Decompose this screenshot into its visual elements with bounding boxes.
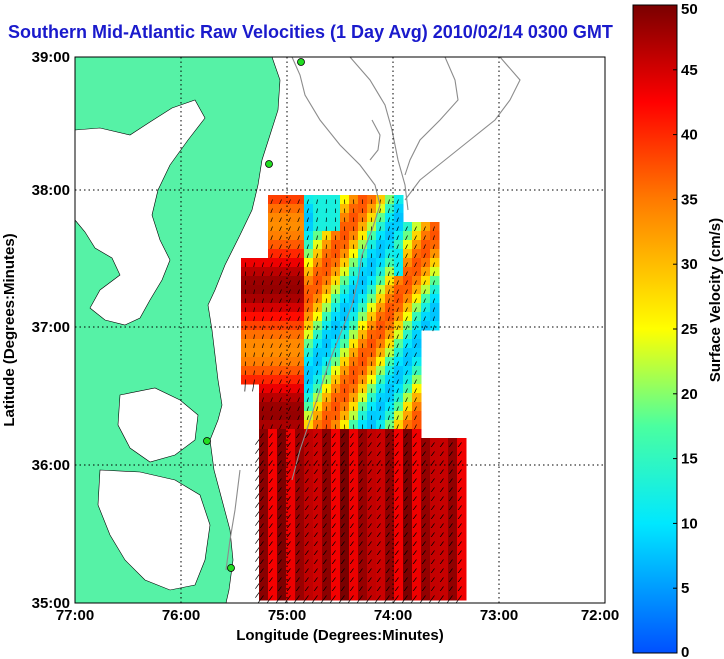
velocity-vector — [266, 595, 273, 603]
velocity-vector — [404, 352, 408, 358]
y-tick-label: 37:00 — [32, 319, 70, 336]
y-tick-label: 38:00 — [32, 182, 70, 199]
velocity-vector — [396, 226, 399, 232]
colorbar-tick-label: 20 — [681, 386, 698, 403]
radar-station-marker — [227, 564, 235, 572]
chesapeake-bay — [75, 99, 206, 326]
colorbar-tick-label: 45 — [681, 62, 698, 79]
map-title: Southern Mid-Atlantic Raw Velocities (1 … — [8, 22, 613, 42]
velocity-vector — [257, 595, 264, 603]
velocity-vector — [396, 217, 399, 223]
colorbar-tick-label: 40 — [681, 127, 698, 144]
velocity-vector — [252, 379, 255, 392]
colorbar-tick-label: 5 — [681, 580, 689, 597]
velocity-vector — [423, 316, 426, 323]
velocity-vector — [392, 595, 399, 603]
colorbar-tick-label: 25 — [681, 321, 698, 338]
x-axis: 77:00 76:00 75:00 74:00 73:00 72:00 Long… — [56, 607, 619, 644]
velocity-vector — [275, 595, 282, 603]
x-tick-label: 77:00 — [56, 607, 94, 624]
velocity-vector — [374, 595, 381, 603]
velocity-vector — [306, 370, 309, 376]
velocity-vector — [306, 217, 309, 223]
velocity-vector — [396, 208, 399, 214]
bathymetry-contours — [225, 57, 521, 571]
velocity-vector — [347, 595, 354, 603]
velocity-vector — [302, 595, 309, 603]
radar-station-marker — [265, 160, 273, 168]
velocity-vector — [423, 325, 426, 331]
colorbar-tick-label: 30 — [681, 256, 698, 273]
y-tick-label: 39:00 — [32, 49, 70, 66]
velocity-vector — [306, 226, 309, 232]
velocity-vector — [413, 352, 417, 358]
hf-radar-stations — [203, 58, 305, 572]
velocity-vector — [320, 595, 327, 603]
velocity-vector — [329, 595, 336, 603]
velocity-vector — [387, 388, 390, 394]
velocity-vector — [410, 595, 417, 603]
velocity-vector — [404, 370, 408, 376]
velocity-vector — [413, 343, 417, 349]
velocity-vector — [432, 325, 435, 332]
x-tick-label: 73:00 — [480, 607, 518, 624]
velocity-vector — [306, 379, 309, 385]
velocity-vector — [404, 361, 408, 367]
velocity-vector — [244, 379, 246, 392]
x-tick-label: 74:00 — [374, 607, 412, 624]
velocity-vector — [396, 379, 399, 385]
colorbar-tick-label: 35 — [681, 191, 698, 208]
velocity-vector — [432, 316, 435, 322]
colorbar-tick-label: 50 — [681, 1, 698, 18]
colorbar-tick-label: 10 — [681, 515, 698, 532]
albemarle-sound — [117, 387, 199, 463]
pamlico-sound — [97, 469, 211, 591]
velocity-vector — [387, 235, 390, 241]
y-tick-label: 36:00 — [32, 457, 70, 474]
x-tick-label: 72:00 — [581, 607, 619, 624]
y-axis-label: Latitude (Degrees:Minutes) — [1, 233, 18, 426]
colorbar-tick-label: 0 — [681, 644, 689, 659]
colorbar-ticks: 0 5 10 15 20 25 30 35 40 45 50 — [673, 1, 698, 659]
velocity-field — [241, 195, 467, 603]
x-tick-label: 76:00 — [162, 607, 200, 624]
velocity-vector — [338, 595, 345, 603]
colorbar-tick-label: 15 — [681, 451, 698, 468]
velocity-vector — [396, 370, 399, 376]
y-tick-label: 35:00 — [32, 595, 70, 612]
velocity-vector — [401, 595, 408, 603]
velocity-vector — [437, 595, 444, 603]
x-tick-label: 75:00 — [268, 607, 306, 624]
colorbar: 0 5 10 15 20 25 30 35 40 45 50 Surface Velocity (c… — [632, 1, 724, 659]
radar-station-marker — [203, 437, 211, 445]
velocity-vector — [419, 595, 426, 603]
x-axis-label: Longitude (Degrees:Minutes) — [236, 627, 444, 644]
velocity-vector — [446, 595, 453, 603]
velocity-vector — [365, 595, 372, 603]
velocity-vector — [428, 595, 435, 603]
map-frame — [74, 56, 606, 604]
map-plot — [75, 57, 605, 603]
velocity-vector — [383, 595, 390, 603]
colorbar-gradient — [632, 4, 678, 654]
coordinate-grid — [75, 57, 605, 603]
velocity-vector — [413, 334, 417, 340]
velocity-vector — [432, 307, 435, 313]
velocity-vector — [455, 595, 462, 603]
velocity-vector — [293, 595, 300, 603]
radar-station-marker — [297, 58, 305, 66]
velocity-vector — [284, 595, 291, 603]
velocity-vector — [356, 595, 363, 603]
velocity-vector — [387, 397, 390, 403]
colorbar-label: Surface Velocity (cm/s) — [707, 218, 724, 382]
y-axis: 39:00 38:00 37:00 36:00 35:00 Latitude (… — [1, 49, 70, 612]
velocity-vector — [311, 595, 318, 603]
